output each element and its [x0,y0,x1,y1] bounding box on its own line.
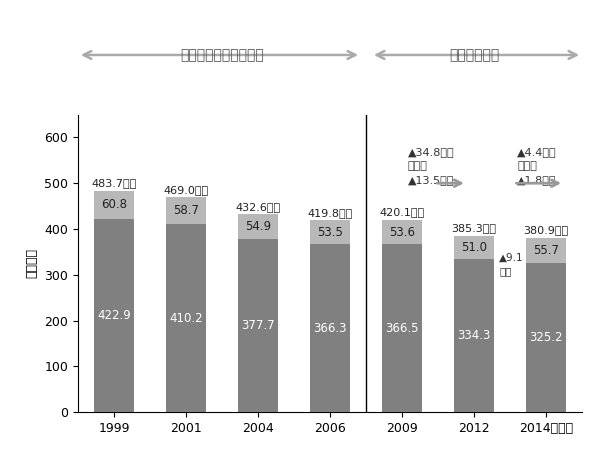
Text: 53.5: 53.5 [317,226,343,239]
Text: 432.6万者: 432.6万者 [235,202,281,212]
Text: 385.3万者: 385.3万者 [452,224,497,234]
Text: 54.9: 54.9 [245,220,271,233]
Bar [526,238,566,263]
Bar [454,259,494,412]
Bar [238,239,278,412]
Text: 51.0: 51.0 [461,241,487,254]
Text: 377.7: 377.7 [241,319,275,332]
Text: 366.3: 366.3 [313,322,347,335]
Text: 55.7: 55.7 [533,244,559,257]
Text: 334.3: 334.3 [457,329,491,342]
Text: 483.7万者: 483.7万者 [91,178,137,188]
Bar [94,218,134,412]
Text: 380.9万者: 380.9万者 [523,225,569,235]
Text: 58.7: 58.7 [173,204,199,218]
Text: 60.8: 60.8 [101,198,127,211]
Text: ▲34.8万者
年平均
▲13.5万者: ▲34.8万者 年平均 ▲13.5万者 [408,147,454,185]
Text: 469.0万者: 469.0万者 [163,185,209,195]
Text: 420.1万者: 420.1万者 [379,207,425,218]
Bar [310,220,350,245]
Bar [526,263,566,412]
Text: ▲9.1
万者: ▲9.1 万者 [499,253,524,276]
Bar [454,236,494,259]
Text: 事業所・企業統計調査: 事業所・企業統計調査 [180,48,264,62]
Bar [382,220,422,245]
Text: 419.8万者: 419.8万者 [307,207,353,218]
Y-axis label: （万者）: （万者） [26,248,39,278]
Text: 53.6: 53.6 [389,226,415,239]
Bar [94,191,134,218]
Bar [310,245,350,412]
Text: ▲4.4万者
年平均
▲1.8万者: ▲4.4万者 年平均 ▲1.8万者 [517,147,557,185]
Bar [166,197,206,224]
Text: 422.9: 422.9 [97,309,131,322]
Text: 366.5: 366.5 [385,322,419,335]
Text: 410.2: 410.2 [169,312,203,325]
Text: 325.2: 325.2 [529,331,563,344]
Text: 経済センサス: 経済センサス [449,48,499,62]
Bar [238,214,278,239]
Bar [382,245,422,412]
Bar [166,224,206,412]
